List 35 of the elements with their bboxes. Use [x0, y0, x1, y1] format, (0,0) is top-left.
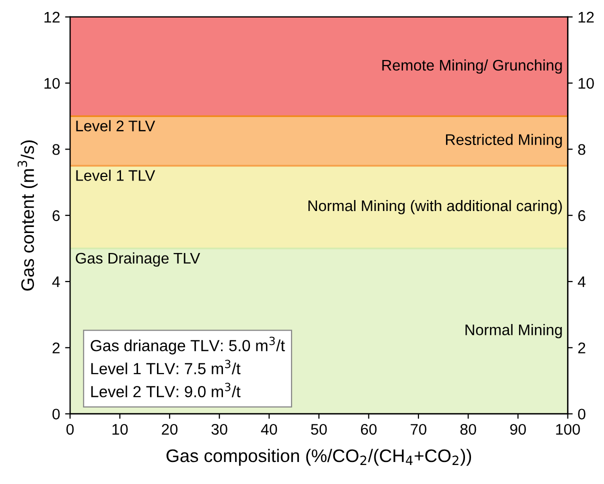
- x-tick-label: 10: [112, 424, 128, 435]
- band-label: Restricted Mining: [446, 134, 562, 148]
- x-tick-label: 80: [460, 424, 476, 435]
- band-label: Remote Mining/ Grunching: [382, 59, 562, 74]
- y2-tick-label: 8: [578, 144, 586, 155]
- y-tick-label: 6: [52, 210, 60, 222]
- y2-tick-label: 2: [578, 342, 586, 354]
- band-label: Normal Mining: [466, 324, 562, 338]
- ref-line-label: Level 1 TLV: [76, 170, 156, 181]
- x-tick-label: 90: [510, 424, 526, 435]
- y2-tick-label: 10: [578, 78, 594, 89]
- x-tick-label: 100: [556, 424, 580, 435]
- x-tick-label: 60: [360, 424, 377, 435]
- band-label: Normal Mining (with additional caring): [308, 200, 562, 214]
- x-tick-label: 50: [311, 424, 327, 435]
- y-tick-label: 4: [52, 276, 60, 288]
- text: Gas drianage TLV: 5.0 m$^{3}$/t Level 1 TLV: 7.5 m$^{3}$/t Level 2 TLV: 9.0 m$^{3}$/t: [90, 336, 285, 398]
- y-tick-label: 2: [52, 342, 60, 354]
- y-tick-label: 10: [44, 78, 60, 89]
- x-tick-label: 40: [260, 424, 278, 435]
- x-axis-title: Gas composition (%/CO$_{2}$/(CH$_{4}$+CO$_{2}$)): [166, 448, 472, 466]
- y2-tick-label: 0: [578, 408, 586, 420]
- y-axis-title: Gas content (m$^{3}$/s): [18, 140, 38, 291]
- y-tick-label: 0: [52, 408, 60, 420]
- x-tick-label: 70: [410, 424, 426, 435]
- y2-tick-label: 4: [578, 276, 586, 288]
- x-tick-label: 0: [66, 424, 74, 435]
- ref-line-label: Level 2 TLV: [76, 120, 156, 132]
- x-tick-label: 20: [162, 424, 178, 435]
- x-tick-label: 30: [211, 424, 228, 435]
- y-tick-label: 12: [44, 12, 60, 22]
- ref-line-label: Gas Drainage TLV: [76, 252, 200, 267]
- y2-tick-label: 6: [578, 210, 586, 222]
- y2-tick-label: 12: [578, 12, 594, 22]
- y-tick-label: 8: [52, 144, 60, 155]
